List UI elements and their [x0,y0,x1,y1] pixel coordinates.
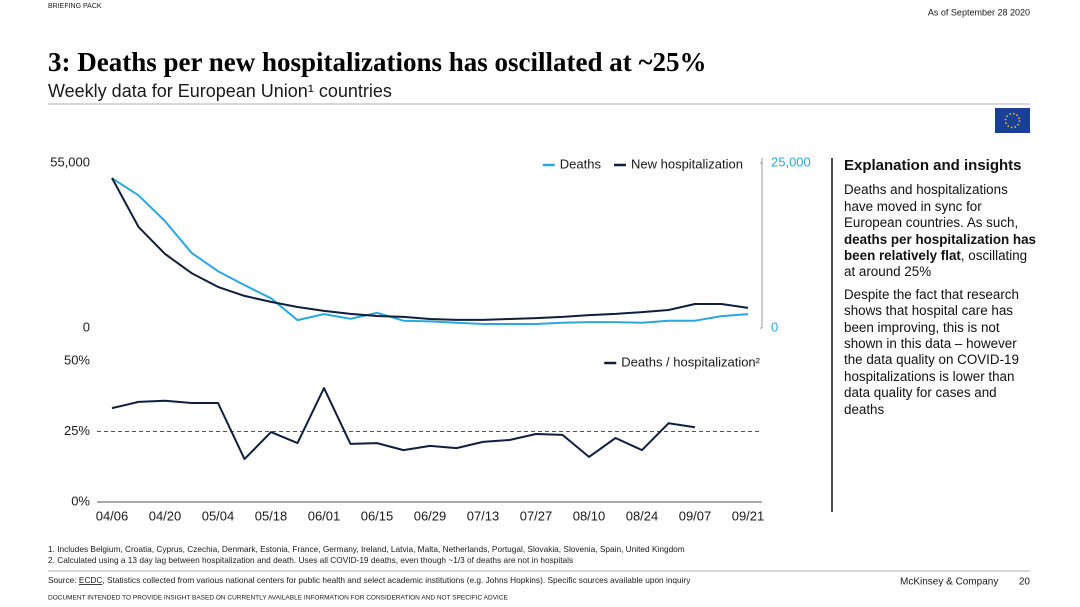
x-tick-label: 07/13 [467,508,500,523]
source-label: Source: [48,575,79,585]
legend-label: Deaths [560,156,602,171]
x-tick-label: 07/27 [520,508,553,523]
eu-flag [995,108,1030,133]
x-tick-label: 04/20 [149,508,182,523]
x-tick-label: 08/24 [626,508,659,523]
legend-label: Deaths / hospitalization² [621,354,760,369]
title: 3: Deaths per new hospitalizations has o… [48,47,707,77]
subtitle: Weekly data for European Union¹ countrie… [48,81,392,101]
text: Despite the fact that research shows tha… [844,286,1019,417]
x-tick-label: 06/29 [414,508,447,523]
x-tick-label: 05/04 [202,508,235,523]
sidebar-title: Explanation and insights [844,157,1022,174]
series-line [111,387,696,461]
source: Source: ECDC, Statistics collected from … [48,575,691,585]
x-tick-label: 06/15 [361,508,394,523]
paragraph: Deaths and hospitalizations have moved i… [844,182,1036,280]
y-tick-label: 0% [71,493,90,508]
x-tick-label: 09/07 [679,508,712,523]
text-bold: deaths per hospitalization has been rela… [844,231,1036,264]
legend-label: New hospitalization [631,156,743,171]
company: McKinsey & Company [900,577,998,588]
x-tick-label: 09/21 [732,508,765,523]
x-tick-label: 04/06 [96,508,129,523]
y2-tick-label: 25,000 [771,154,811,169]
text: , oscillating at around 25% [844,248,1028,280]
paragraph: Despite the fact that research shows tha… [844,287,1036,418]
y-tick-label: 25% [64,423,90,438]
date: As of September 28 2020 [928,7,1030,17]
y-tick-label: 55,000 [50,154,90,169]
text: Deaths and hospitalizations have moved i… [844,182,1019,231]
x-tick-label: 05/18 [255,508,288,523]
y2-tick-label: 0 [771,319,778,334]
disclaimer: DOCUMENT INTENDED TO PROVIDE INSIGHT BAS… [48,595,509,602]
series-line [111,177,749,321]
series-line [111,177,749,325]
y-tick-label: 0 [83,319,90,334]
source-text: , Statistics collected from various nati… [102,575,691,585]
source-link: ECDC [79,575,103,585]
y-tick-label: 50% [64,352,90,367]
sidebar: Explanation and insights Deaths and hosp… [844,157,1036,424]
section-label: BRIEFING PACK [48,3,102,10]
x-tick-label: 06/01 [308,508,341,523]
page-number: 20 [1019,577,1031,588]
x-tick-label: 08/10 [573,508,606,523]
footnote: 2. Calculated using a 13 day lag between… [48,555,573,565]
footnote: 1. Includes Belgium, Croatia, Cyprus, Cz… [48,544,685,554]
